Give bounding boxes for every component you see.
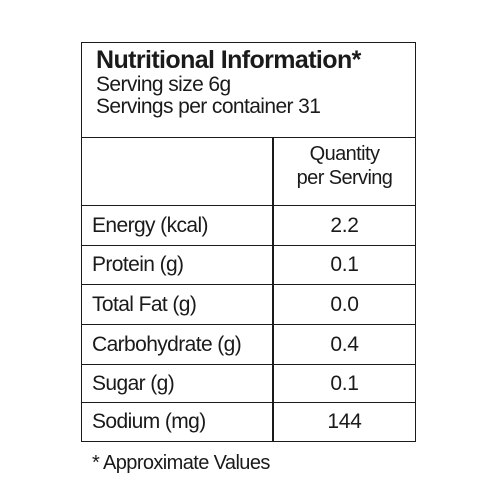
table-row: Sodium (mg) 144: [82, 403, 415, 441]
row-label: Carbohydrate (g): [92, 332, 242, 356]
nutrition-table: Quantity per Serving Energy (kcal) 2.2 P…: [82, 138, 415, 441]
nutrition-header: Nutritional Information* Serving size 6g…: [82, 43, 415, 138]
row-value: 144: [327, 410, 362, 433]
column-header-quantity: Quantity per Serving: [274, 142, 415, 190]
row-value: 0.1: [330, 371, 359, 395]
column-header-line2: per Serving: [296, 167, 393, 189]
row-label: Total Fat (g): [92, 292, 197, 316]
footnote: * Approximate Values: [92, 452, 270, 474]
nutrition-panel: Nutritional Information* Serving size 6g…: [81, 42, 416, 442]
table-row: Protein (g) 0.1: [82, 246, 415, 285]
column-divider: [272, 138, 274, 441]
row-label: Protein (g): [92, 253, 184, 276]
nutrition-title: Nutritional Information*: [96, 46, 361, 74]
table-row: Sugar (g) 0.1: [82, 365, 415, 403]
row-value: 0.0: [330, 292, 359, 316]
row-label: Sodium (mg): [92, 410, 206, 433]
table-row: Carbohydrate (g) 0.4: [82, 325, 415, 365]
serving-size: Serving size 6g: [96, 73, 231, 96]
column-header-row: Quantity per Serving: [82, 138, 415, 206]
column-header-line1: Quantity: [309, 143, 380, 165]
row-label: Sugar (g): [92, 371, 175, 395]
row-value: 0.1: [330, 253, 359, 276]
table-row: Energy (kcal) 2.2: [82, 206, 415, 246]
row-label: Energy (kcal): [92, 213, 209, 237]
table-row: Total Fat (g) 0.0: [82, 285, 415, 325]
servings-per-container: Servings per container 31: [96, 95, 321, 118]
row-value: 0.4: [330, 332, 359, 356]
row-value: 2.2: [330, 213, 359, 237]
